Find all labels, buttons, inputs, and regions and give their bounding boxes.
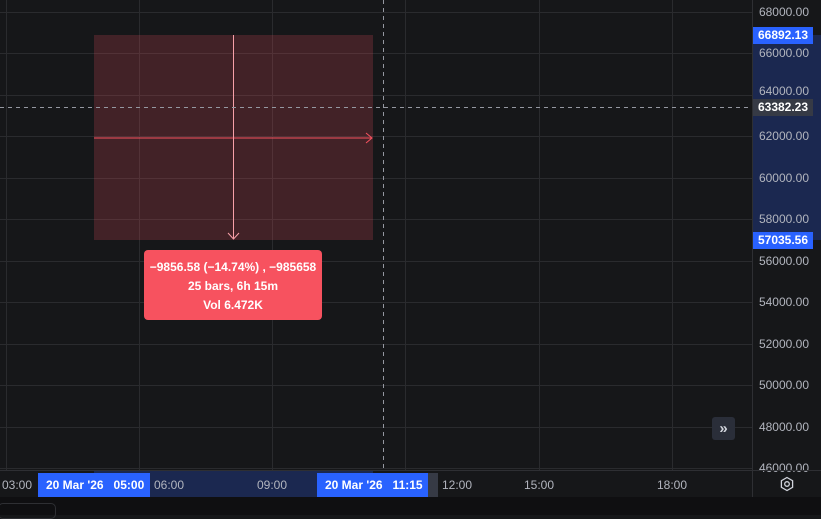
price-range-highlight <box>753 35 821 240</box>
h-gridline <box>0 261 752 262</box>
h-gridline <box>0 95 752 96</box>
price-label: 46000.00 <box>758 460 809 475</box>
v-gridline <box>272 0 273 470</box>
h-gridline <box>0 12 752 13</box>
v-gridline <box>6 0 7 470</box>
price-label: 68000.00 <box>758 5 809 19</box>
time-badge-start: 20 Mar '26 05:00 <box>38 473 150 497</box>
double-chevron-right-icon: » <box>719 420 728 437</box>
measure-tooltip: −9856.58 (−14.74%) , −985658 25 bars, 6h… <box>144 250 322 320</box>
price-label: 62000.00 <box>758 129 809 144</box>
measure-volume: Vol 6.472K <box>203 298 263 312</box>
price-label: 64000.00 <box>758 84 809 98</box>
bottom-panel-tab[interactable] <box>0 503 56 519</box>
measure-arrows <box>0 0 752 470</box>
price-label: 58000.00 <box>758 212 809 227</box>
bottom-panel <box>0 497 821 519</box>
scroll-to-realtime-button[interactable]: » <box>712 417 735 440</box>
time-badge-end: 20 Mar '26 11:15 <box>317 473 428 497</box>
h-gridline <box>0 136 752 137</box>
price-label: 60000.00 <box>758 170 809 185</box>
measure-bars: 25 bars, 6h 15m <box>187 279 279 293</box>
h-gridline <box>0 178 752 179</box>
price-axis[interactable]: 68000.00 66000.00 64000.00 62000.00 60000.00… <box>752 0 821 475</box>
price-label: 48000.00 <box>758 419 809 434</box>
chart-settings-button[interactable] <box>752 470 821 497</box>
h-gridline <box>0 344 752 345</box>
v-gridline <box>539 0 540 470</box>
v-gridline <box>405 0 406 470</box>
measure-change: −9856.58 (−14.74%) , −985658 <box>149 260 317 274</box>
price-label: 54000.00 <box>758 295 809 310</box>
time-label: 12:00 <box>442 478 473 492</box>
price-label: 66000.00 <box>758 46 809 61</box>
time-label: 09:00 <box>257 478 288 492</box>
h-gridline <box>0 53 752 54</box>
v-gridline <box>672 0 673 470</box>
gear-icon <box>780 476 794 492</box>
crosshair-price-badge: 63382.23 <box>753 99 813 116</box>
h-gridline <box>0 468 752 469</box>
chart-pane[interactable]: −9856.58 (−14.74%) , −985658 25 bars, 6h… <box>0 0 752 470</box>
h-gridline <box>0 219 752 220</box>
price-label: 56000.00 <box>758 253 809 268</box>
time-label: 15:00 <box>524 478 555 492</box>
time-label: 18:00 <box>657 478 688 492</box>
price-badge-top: 66892.13 <box>753 27 813 44</box>
price-label: 52000.00 <box>758 336 809 351</box>
h-gridline <box>0 427 752 428</box>
crosshair-time-end <box>428 473 438 497</box>
h-gridline <box>0 302 752 303</box>
h-gridline <box>0 385 752 386</box>
v-gridline <box>139 0 140 470</box>
price-badge-bottom: 57035.56 <box>753 232 813 249</box>
time-label: 03:00 <box>2 478 33 492</box>
time-axis[interactable]: 03:00 06:00 09:00 12:00 15:00 18:00 20 Mar '2… <box>0 470 752 497</box>
time-label: 06:00 <box>154 478 185 492</box>
price-label: 50000.00 <box>758 378 809 393</box>
